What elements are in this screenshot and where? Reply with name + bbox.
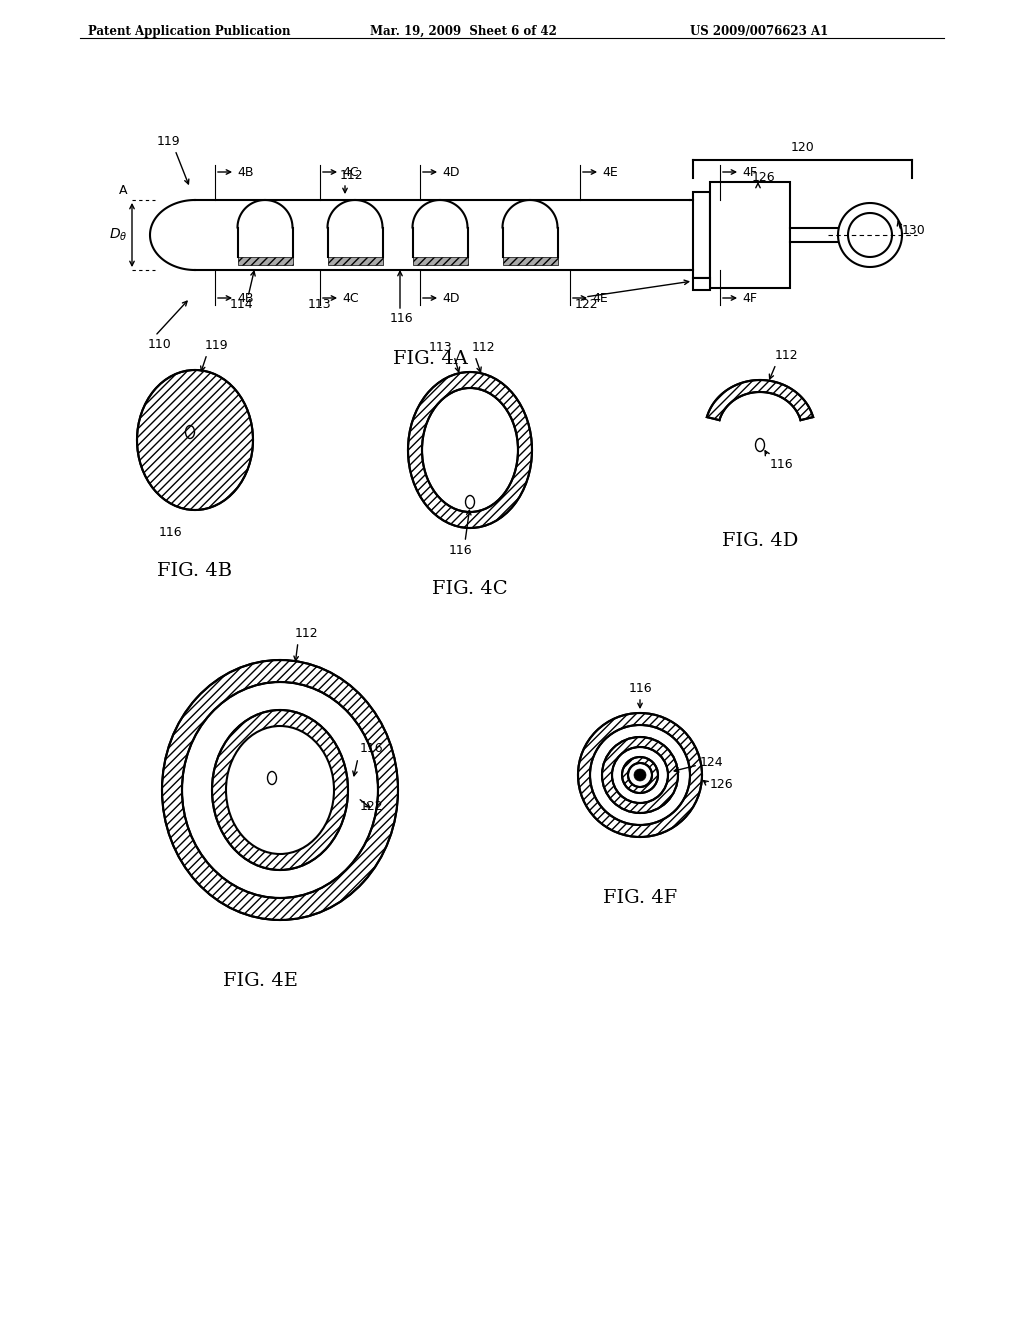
- Ellipse shape: [422, 388, 518, 512]
- Text: 119: 119: [157, 135, 180, 148]
- Text: A: A: [119, 183, 127, 197]
- Text: 4E: 4E: [602, 165, 617, 178]
- Bar: [710, 182, 790, 288]
- Text: 112: 112: [295, 627, 318, 640]
- Text: 124: 124: [700, 756, 724, 770]
- Ellipse shape: [578, 713, 702, 837]
- Bar: [328, 257, 383, 265]
- Bar: [238, 257, 293, 265]
- Text: FIG. 4C: FIG. 4C: [432, 579, 508, 598]
- Text: 122: 122: [575, 298, 599, 312]
- Circle shape: [628, 763, 652, 787]
- Ellipse shape: [408, 372, 532, 528]
- Ellipse shape: [182, 682, 378, 898]
- PathPatch shape: [707, 380, 813, 420]
- Text: 130: 130: [902, 223, 926, 236]
- Text: 116: 116: [449, 544, 472, 557]
- Text: Mar. 19, 2009  Sheet 6 of 42: Mar. 19, 2009 Sheet 6 of 42: [370, 25, 557, 38]
- Ellipse shape: [162, 660, 398, 920]
- Text: Patent Application Publication: Patent Application Publication: [88, 25, 291, 38]
- Ellipse shape: [602, 737, 678, 813]
- Text: FIG. 4B: FIG. 4B: [158, 562, 232, 579]
- Text: 116: 116: [628, 682, 652, 696]
- Text: 113: 113: [428, 341, 452, 354]
- Text: 120: 120: [791, 141, 814, 154]
- Text: 116: 116: [770, 458, 794, 471]
- Text: US 2009/0076623 A1: US 2009/0076623 A1: [690, 25, 828, 38]
- Text: 110: 110: [148, 338, 172, 351]
- Bar: [693, 279, 710, 290]
- Text: FIG. 4E: FIG. 4E: [222, 972, 297, 990]
- Text: 4C: 4C: [342, 292, 358, 305]
- Text: 112: 112: [472, 341, 496, 354]
- Circle shape: [634, 770, 646, 781]
- Text: FIG. 4D: FIG. 4D: [722, 532, 798, 550]
- Text: 112: 112: [775, 348, 799, 362]
- Text: 4F: 4F: [742, 292, 757, 305]
- Text: FIG. 4A: FIG. 4A: [392, 350, 467, 368]
- Text: $D_\theta$: $D_\theta$: [109, 227, 127, 243]
- Text: 116: 116: [158, 525, 182, 539]
- Bar: [503, 257, 557, 265]
- Ellipse shape: [137, 370, 253, 510]
- Bar: [413, 257, 468, 265]
- Text: 119: 119: [205, 339, 228, 352]
- Text: 4E: 4E: [592, 292, 608, 305]
- Text: 122: 122: [360, 800, 384, 813]
- Text: 4C: 4C: [342, 165, 358, 178]
- Ellipse shape: [226, 726, 334, 854]
- Text: 4D: 4D: [442, 292, 460, 305]
- Circle shape: [590, 725, 690, 825]
- Text: 126: 126: [710, 779, 733, 792]
- Text: FIG. 4F: FIG. 4F: [603, 888, 677, 907]
- Text: 4B: 4B: [237, 292, 254, 305]
- Text: 116: 116: [360, 742, 384, 755]
- Text: 112: 112: [340, 169, 364, 182]
- Text: 126: 126: [752, 172, 775, 183]
- Text: 4F: 4F: [742, 165, 757, 178]
- Circle shape: [612, 747, 668, 803]
- Text: 4D: 4D: [442, 165, 460, 178]
- Ellipse shape: [622, 756, 658, 793]
- Text: 114: 114: [230, 298, 254, 312]
- Text: 4B: 4B: [237, 165, 254, 178]
- Text: 116: 116: [390, 312, 414, 325]
- Bar: [693, 191, 710, 279]
- Text: 113: 113: [308, 298, 332, 312]
- Ellipse shape: [212, 710, 348, 870]
